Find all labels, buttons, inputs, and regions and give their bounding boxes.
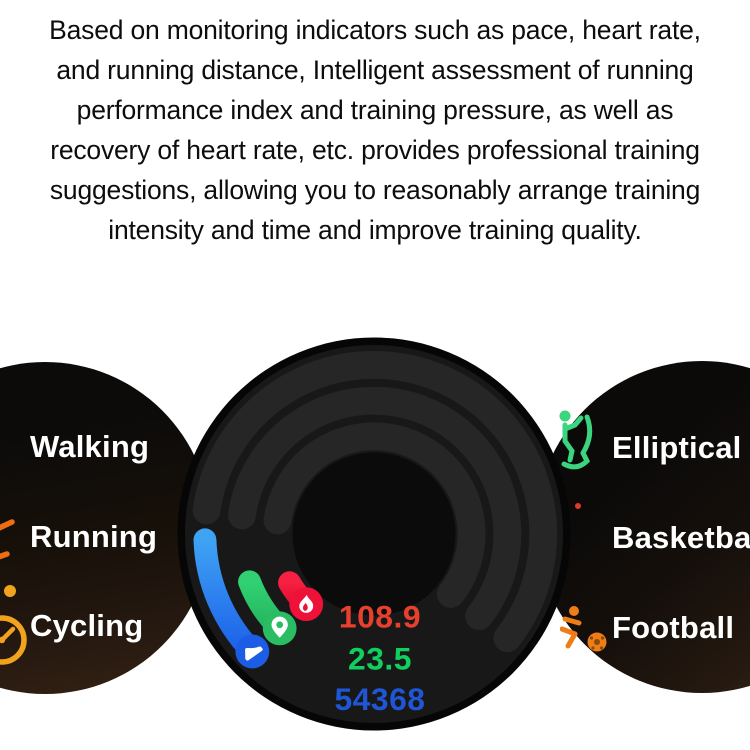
description-line: recovery of heart rate, etc. provides pr… bbox=[50, 135, 700, 165]
watch-center bbox=[292, 452, 456, 616]
location-pin-icon bbox=[271, 616, 288, 638]
sport-label: Running bbox=[30, 519, 158, 554]
cycling-icon bbox=[0, 585, 27, 665]
metric-value-steps: 54368 bbox=[334, 681, 425, 717]
ring-tracks bbox=[192, 351, 558, 653]
shoe-badge bbox=[235, 634, 270, 669]
middle-ring-track bbox=[228, 386, 522, 631]
inner-ring-track bbox=[263, 422, 486, 608]
sport-item-basketball: Basketball bbox=[612, 519, 750, 557]
description-line: intensity and time and improve training … bbox=[108, 215, 642, 245]
flame-icon bbox=[299, 594, 314, 613]
sport-label: Basketball bbox=[612, 520, 750, 555]
sport-item-elliptical: Elliptical bbox=[612, 429, 741, 467]
sport-item-walking: Walking bbox=[30, 428, 149, 466]
football-icon bbox=[560, 606, 607, 652]
watch-face: 108.9 23.5 54368 bbox=[177, 337, 571, 731]
shoe-icon bbox=[245, 646, 263, 661]
description-line: performance index and training pressure,… bbox=[76, 95, 674, 125]
sport-item-cycling: Cycling bbox=[30, 607, 143, 645]
metric-value-calories: 108.9 bbox=[339, 599, 421, 635]
flame-badge bbox=[289, 587, 324, 622]
running-icon bbox=[0, 519, 15, 560]
description-line: suggestions, allowing you to reasonably … bbox=[49, 175, 701, 205]
description-line: Based on monitoring indicators such as p… bbox=[49, 15, 701, 45]
sport-label: Walking bbox=[30, 429, 150, 464]
description-line: and running distance, Intelligent assess… bbox=[56, 55, 694, 85]
sport-label: Cycling bbox=[30, 608, 144, 643]
elliptical-icon bbox=[559, 410, 593, 470]
metric-value-distance: 23.5 bbox=[348, 640, 412, 676]
sport-label: Elliptical bbox=[612, 430, 742, 465]
sport-label: Football bbox=[612, 610, 735, 645]
outer-ring-track bbox=[192, 351, 558, 653]
sport-item-football: Football bbox=[612, 609, 734, 647]
description-text: Based on monitoring indicators such as p… bbox=[0, 10, 750, 250]
location-pin-badge bbox=[262, 611, 297, 646]
basketball-icon bbox=[575, 503, 581, 509]
sport-item-running: Running bbox=[30, 518, 157, 556]
